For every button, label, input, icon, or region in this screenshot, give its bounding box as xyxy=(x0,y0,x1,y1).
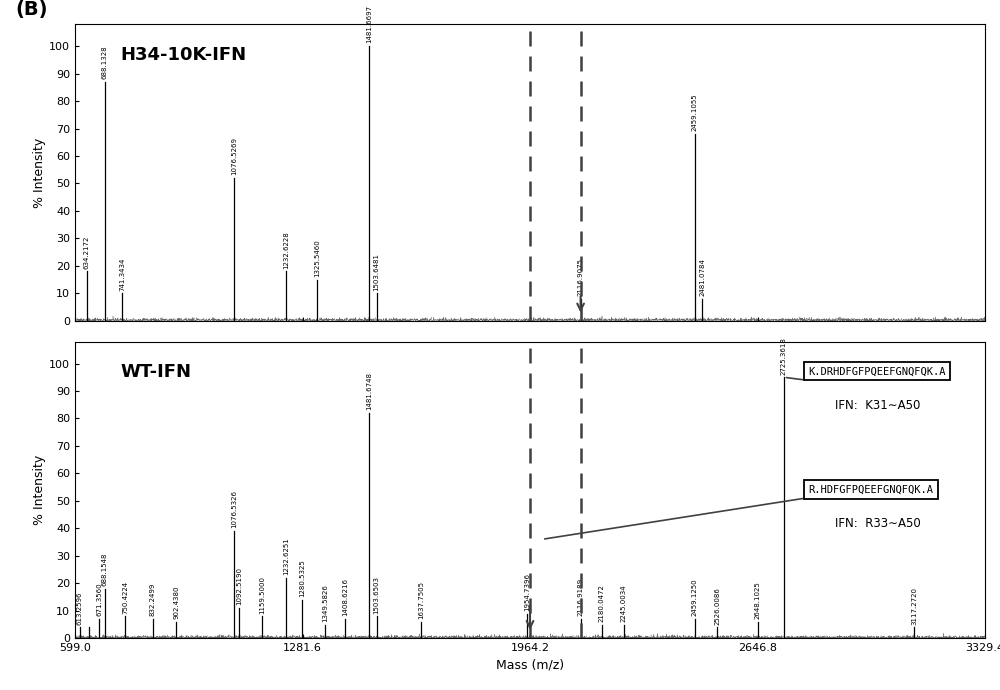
Text: 1232.6228: 1232.6228 xyxy=(283,231,289,268)
Text: H34-10K-IFN: H34-10K-IFN xyxy=(120,46,247,63)
Text: IFN:  K31∼A50: IFN: K31∼A50 xyxy=(835,400,921,412)
Text: 688.1548: 688.1548 xyxy=(102,553,108,586)
Text: 1325.5460: 1325.5460 xyxy=(314,239,320,277)
Y-axis label: % Intensity: % Intensity xyxy=(33,137,46,208)
Text: 1232.6251: 1232.6251 xyxy=(283,538,289,575)
Text: 1408.6216: 1408.6216 xyxy=(342,578,348,616)
Text: 1481.6748: 1481.6748 xyxy=(366,372,372,411)
Text: 1349.5826: 1349.5826 xyxy=(322,584,328,622)
Text: 1637.7505: 1637.7505 xyxy=(418,581,424,619)
Text: IFN:  R33∼A50: IFN: R33∼A50 xyxy=(835,518,921,531)
X-axis label: Mass (m/z): Mass (m/z) xyxy=(496,659,564,671)
Text: R.HDFGFPQEEFGNQFQK.A: R.HDFGFPQEEFGNQFQK.A xyxy=(809,484,934,495)
Text: 2725.3618: 2725.3618 xyxy=(781,337,787,375)
Text: 671.3560: 671.3560 xyxy=(96,582,102,616)
Text: 1503.6481: 1503.6481 xyxy=(374,253,380,290)
Text: 2459.1250: 2459.1250 xyxy=(692,579,698,616)
Text: WT-IFN: WT-IFN xyxy=(120,363,192,381)
Text: 1076.5269: 1076.5269 xyxy=(231,137,237,175)
Y-axis label: % Intensity: % Intensity xyxy=(33,455,46,525)
Text: 2648.1025: 2648.1025 xyxy=(755,581,761,619)
Text: 1076.5326: 1076.5326 xyxy=(231,491,237,529)
Text: 1503.6503: 1503.6503 xyxy=(374,575,380,613)
Text: 750.4224: 750.4224 xyxy=(122,580,128,613)
Text: 634.2172: 634.2172 xyxy=(84,235,90,268)
Text: K.DRHDFGFPQEEFGNQFQK.A: K.DRHDFGFPQEEFGNQFQK.A xyxy=(809,366,946,376)
Text: 832.2499: 832.2499 xyxy=(150,583,156,616)
Text: 688.1328: 688.1328 xyxy=(102,46,108,79)
Text: 1092.5190: 1092.5190 xyxy=(236,567,242,605)
Text: 2459.1055: 2459.1055 xyxy=(692,94,698,131)
Text: 2245.0034: 2245.0034 xyxy=(621,584,627,622)
Text: 3117.2720: 3117.2720 xyxy=(911,586,917,624)
Text: 2481.0784: 2481.0784 xyxy=(699,258,705,296)
Text: 1159.5000: 1159.5000 xyxy=(259,575,265,613)
Text: 2116.9189: 2116.9189 xyxy=(578,578,584,616)
Text: 1280.5325: 1280.5325 xyxy=(299,560,305,597)
Text: 1481.6697: 1481.6697 xyxy=(366,6,372,43)
Text: 902.4380: 902.4380 xyxy=(173,586,179,619)
Text: 2526.0086: 2526.0086 xyxy=(714,586,720,624)
Text: 2180.0472: 2180.0472 xyxy=(599,584,605,622)
Text: 2116.9075: 2116.9075 xyxy=(578,258,584,296)
Text: 613.2596: 613.2596 xyxy=(77,591,83,624)
Text: 741.3434: 741.3434 xyxy=(119,257,125,290)
Text: (B): (B) xyxy=(16,1,48,19)
Text: 1954.7396: 1954.7396 xyxy=(524,573,530,611)
